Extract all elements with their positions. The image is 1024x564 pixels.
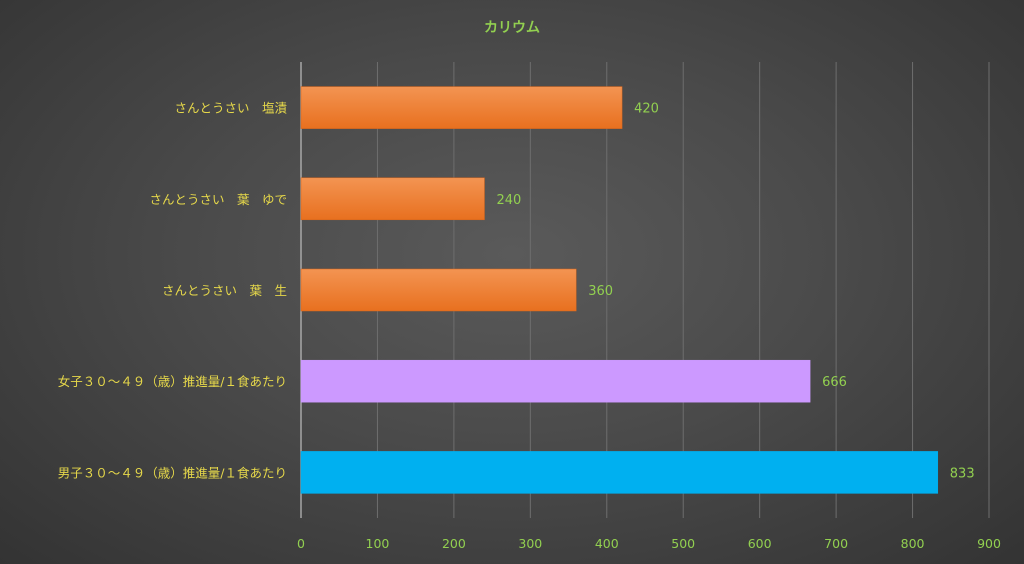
x-tick-label: 800 [901, 536, 925, 551]
bar [300, 359, 811, 403]
x-tick-label: 600 [748, 536, 772, 551]
x-tick-label: 700 [824, 536, 848, 551]
x-tick-label: 900 [977, 536, 1001, 551]
gridlines [300, 62, 990, 518]
category-label: 男子３０～４９（歳）推進量/１食あたり [58, 465, 287, 480]
data-label: 240 [496, 193, 521, 208]
data-label: 833 [950, 466, 975, 481]
category-label: 女子３０～４９（歳）推進量/１食あたり [58, 374, 287, 389]
data-label: 360 [588, 284, 613, 299]
category-label: さんとうさい 葉 生 [162, 283, 287, 298]
x-tick-label: 100 [366, 536, 390, 551]
category-label: さんとうさい 塩漬 [174, 101, 287, 116]
x-tick-label: 200 [442, 536, 466, 551]
x-tick-label: 500 [671, 536, 695, 551]
bar [300, 86, 623, 129]
bars [300, 86, 939, 494]
x-tick-label: 300 [518, 536, 542, 551]
x-tick-label: 400 [595, 536, 619, 551]
x-tick-label: 0 [297, 536, 305, 551]
category-label: さんとうさい 葉 ゆで [149, 192, 287, 207]
bar [300, 177, 485, 221]
labels: 0 100 200 300 400 500 600 700 800 900 420 さんとうさい 塩漬… [58, 101, 1001, 551]
bar [300, 268, 577, 312]
data-label: 420 [634, 102, 659, 117]
bar [300, 451, 939, 494]
chart-title: カリウム [484, 20, 540, 36]
data-label: 666 [822, 375, 847, 390]
